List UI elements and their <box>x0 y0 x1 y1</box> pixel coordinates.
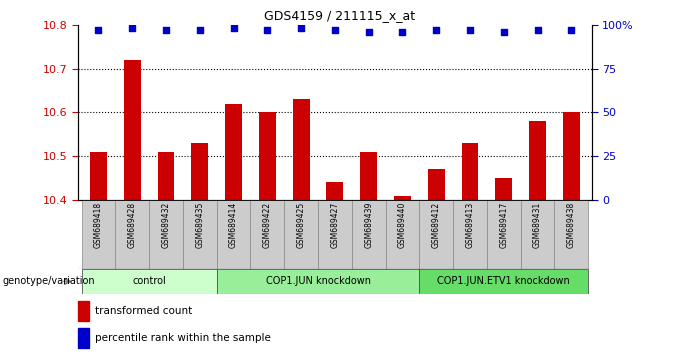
FancyBboxPatch shape <box>284 200 318 269</box>
Point <box>363 29 374 35</box>
FancyBboxPatch shape <box>250 200 284 269</box>
Text: GSM689435: GSM689435 <box>195 202 204 249</box>
Bar <box>495 178 512 200</box>
Text: GSM689414: GSM689414 <box>229 202 238 248</box>
Text: GSM689438: GSM689438 <box>567 202 576 248</box>
Text: GDS4159 / 211115_x_at: GDS4159 / 211115_x_at <box>265 9 415 22</box>
Text: GSM689418: GSM689418 <box>94 202 103 248</box>
Text: control: control <box>132 276 166 286</box>
Text: transformed count: transformed count <box>95 306 192 316</box>
Text: GSM689417: GSM689417 <box>499 202 508 248</box>
Point <box>93 27 104 33</box>
FancyBboxPatch shape <box>116 200 149 269</box>
FancyBboxPatch shape <box>82 200 116 269</box>
FancyBboxPatch shape <box>318 200 352 269</box>
Bar <box>563 113 580 200</box>
Text: COP1.JUN knockdown: COP1.JUN knockdown <box>265 276 371 286</box>
Text: GSM689439: GSM689439 <box>364 202 373 249</box>
Point <box>296 25 307 31</box>
Text: GSM689413: GSM689413 <box>466 202 475 248</box>
Text: GSM689431: GSM689431 <box>533 202 542 248</box>
Point <box>566 27 577 33</box>
Bar <box>225 104 242 200</box>
Bar <box>292 99 309 200</box>
Point <box>498 29 509 35</box>
FancyBboxPatch shape <box>386 200 420 269</box>
Bar <box>78 328 90 348</box>
Text: GSM689440: GSM689440 <box>398 202 407 249</box>
FancyBboxPatch shape <box>487 200 521 269</box>
Bar <box>259 113 276 200</box>
Point <box>228 25 239 31</box>
Point <box>194 27 205 33</box>
Bar <box>462 143 479 200</box>
Text: GSM689427: GSM689427 <box>330 202 339 248</box>
Point <box>160 27 171 33</box>
Point <box>262 27 273 33</box>
Point <box>397 29 408 35</box>
Text: GSM689425: GSM689425 <box>296 202 305 248</box>
Point <box>329 27 340 33</box>
Point <box>126 25 137 31</box>
Point <box>431 27 442 33</box>
Text: GSM689422: GSM689422 <box>263 202 272 248</box>
Bar <box>326 183 343 200</box>
FancyBboxPatch shape <box>352 200 386 269</box>
Text: COP1.JUN.ETV1 knockdown: COP1.JUN.ETV1 knockdown <box>437 276 570 286</box>
Bar <box>394 196 411 200</box>
FancyBboxPatch shape <box>82 269 217 294</box>
Point <box>532 27 543 33</box>
FancyBboxPatch shape <box>149 200 183 269</box>
FancyBboxPatch shape <box>420 200 453 269</box>
Bar <box>78 301 90 321</box>
Text: GSM689432: GSM689432 <box>162 202 171 248</box>
Bar <box>360 152 377 200</box>
FancyBboxPatch shape <box>217 200 250 269</box>
FancyBboxPatch shape <box>453 200 487 269</box>
Bar <box>90 152 107 200</box>
FancyBboxPatch shape <box>183 200 217 269</box>
Bar <box>124 60 141 200</box>
Text: genotype/variation: genotype/variation <box>2 276 95 286</box>
Text: GSM689428: GSM689428 <box>128 202 137 248</box>
Text: percentile rank within the sample: percentile rank within the sample <box>95 333 271 343</box>
Bar <box>158 152 175 200</box>
FancyBboxPatch shape <box>554 200 588 269</box>
FancyBboxPatch shape <box>420 269 588 294</box>
FancyBboxPatch shape <box>217 269 420 294</box>
FancyBboxPatch shape <box>521 200 554 269</box>
Bar <box>529 121 546 200</box>
Bar <box>428 169 445 200</box>
Point <box>464 27 475 33</box>
Bar <box>191 143 208 200</box>
Text: GSM689412: GSM689412 <box>432 202 441 248</box>
